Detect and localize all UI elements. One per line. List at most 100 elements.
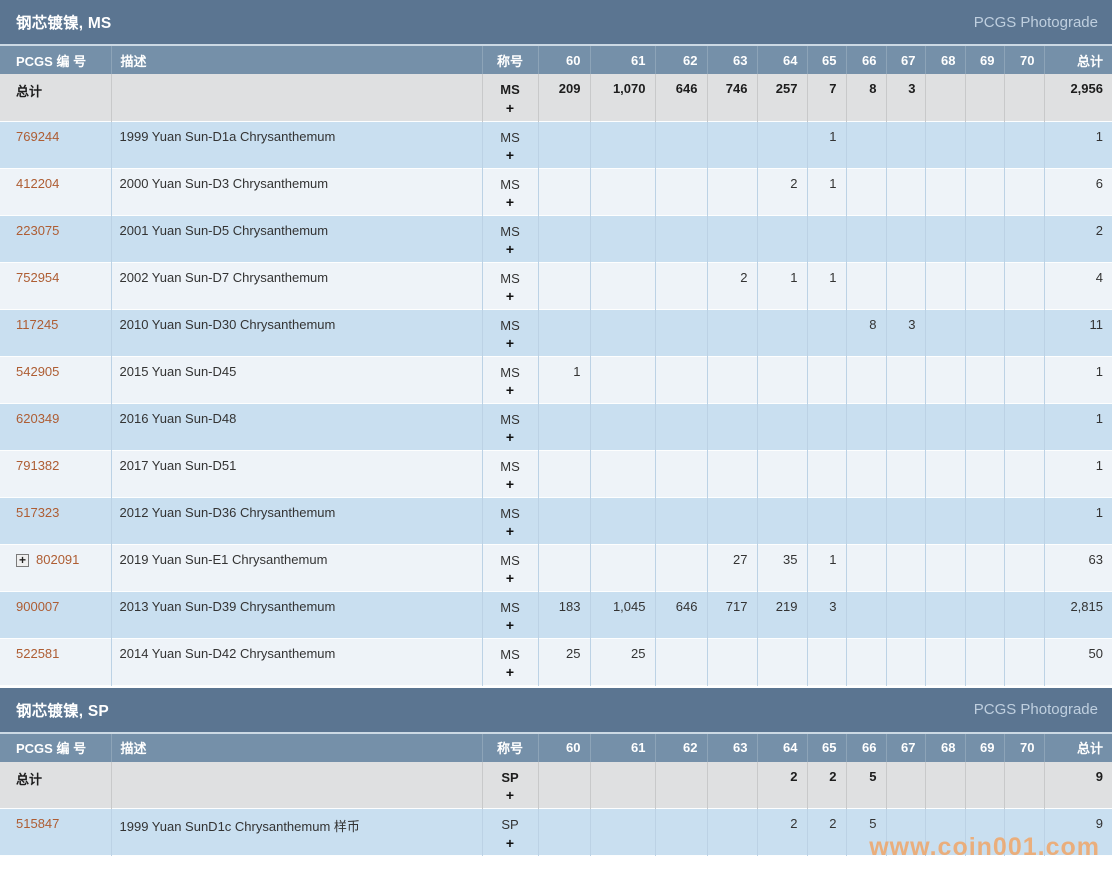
- table-row: 620349 2016 Yuan Sun-D48 MS +1: [0, 403, 1112, 450]
- grade-68-cell: [924, 121, 965, 168]
- grade-63-cell: [706, 356, 757, 403]
- grade-68-cell: [924, 215, 965, 262]
- grade-64-cell: [756, 121, 807, 168]
- column-header-total: 总计: [1043, 44, 1112, 74]
- designation-plus-toggle[interactable]: +: [505, 194, 515, 211]
- grade-66-cell: 8: [845, 74, 886, 121]
- grade-61-cell: 1,070: [589, 74, 655, 121]
- designation-plus-toggle[interactable]: +: [505, 147, 515, 164]
- row-total-cell: 1: [1043, 356, 1112, 403]
- grade-68-cell: [924, 497, 965, 544]
- pcgs-number-link[interactable]: 769244: [16, 128, 60, 144]
- designation-label: MS: [500, 552, 520, 568]
- pcgs-number-link[interactable]: 117245: [16, 316, 59, 332]
- row-total-cell: 1: [1043, 450, 1112, 497]
- designation-plus-toggle[interactable]: +: [505, 523, 515, 540]
- pcgs-number-cell: 620349: [0, 403, 111, 450]
- grade-60-cell: [537, 450, 590, 497]
- designation-label: MS: [500, 411, 520, 427]
- pcgs-number-link[interactable]: 620349: [16, 410, 60, 426]
- grade-65-cell: [806, 450, 846, 497]
- pcgs-number-link[interactable]: 900007: [16, 598, 60, 614]
- designation-cell: MS +: [481, 591, 538, 638]
- designation-cell: MS +: [481, 121, 538, 168]
- grade-64-cell: [756, 403, 807, 450]
- grade-60-cell: 1: [537, 356, 590, 403]
- grade-67-cell: [885, 591, 925, 638]
- pcgs-number-link[interactable]: 522581: [16, 645, 60, 661]
- grade-62-cell: [654, 356, 707, 403]
- expand-plus-icon[interactable]: +: [16, 553, 29, 567]
- table-row: +802091 2019 Yuan Sun-E1 Chrysanthemum MS +…: [0, 544, 1112, 591]
- row-total-cell: 6: [1043, 168, 1112, 215]
- grade-68-cell: [924, 638, 965, 685]
- grade-62-cell: [654, 215, 707, 262]
- pcgs-number-link[interactable]: 752954: [16, 269, 60, 285]
- grade-66-cell: [845, 215, 886, 262]
- designation-plus-toggle[interactable]: +: [505, 288, 515, 305]
- pcgs-number-link[interactable]: 802091: [36, 551, 80, 567]
- grade-64-cell: [756, 638, 807, 685]
- pcgs-number-link[interactable]: 412204: [16, 175, 60, 191]
- designation-label: MS: [500, 364, 520, 380]
- designation-plus-toggle[interactable]: +: [505, 429, 515, 446]
- ms-title-bar: 钢芯镀镍, MS PCGS Photograde: [0, 0, 1112, 44]
- grade-63-cell: [706, 450, 757, 497]
- column-header-63: 63: [706, 731, 757, 762]
- grade-61-cell: [589, 497, 655, 544]
- grade-69-cell: [964, 591, 1004, 638]
- designation-label: MS: [500, 505, 520, 521]
- designation-plus-toggle[interactable]: +: [505, 664, 515, 681]
- column-header-designation: 称号: [481, 44, 538, 74]
- table-row: 791382 2017 Yuan Sun-D51 MS +1: [0, 450, 1112, 497]
- grade-69-cell: [964, 74, 1004, 121]
- grade-60-cell: [537, 121, 590, 168]
- pcgs-number-link[interactable]: 791382: [16, 457, 60, 473]
- grade-67-cell: 3: [885, 74, 925, 121]
- designation-plus-toggle[interactable]: +: [505, 335, 515, 352]
- grade-64-cell: [756, 215, 807, 262]
- grade-63-cell: [706, 808, 757, 856]
- grade-64-cell: 1: [756, 262, 807, 309]
- table-row: 752954 2002 Yuan Sun-D7 Chrysanthemum MS +2…: [0, 262, 1112, 309]
- designation-plus-toggle[interactable]: +: [505, 476, 515, 493]
- pcgs-number-cell: 791382: [0, 450, 111, 497]
- grade-62-cell: [654, 761, 707, 809]
- designation-plus-toggle[interactable]: +: [505, 382, 515, 399]
- grade-67-cell: [885, 497, 925, 544]
- row-total-cell: 2,956: [1043, 74, 1112, 121]
- pcgs-number-link[interactable]: 515847: [16, 816, 60, 831]
- photograde-link[interactable]: PCGS Photograde: [973, 13, 1098, 31]
- grade-60-cell: 183: [537, 591, 590, 638]
- grade-63-cell: 746: [706, 74, 757, 121]
- column-header-66: 66: [845, 731, 886, 762]
- photograde-link[interactable]: PCGS Photograde: [973, 701, 1098, 718]
- row-total-cell: 63: [1043, 544, 1112, 591]
- designation-plus-toggle[interactable]: +: [505, 99, 515, 116]
- designation-plus-toggle[interactable]: +: [505, 241, 515, 258]
- designation-plus-toggle[interactable]: +: [505, 834, 515, 851]
- designation-label: MS: [500, 176, 520, 192]
- designation-cell: MS +: [481, 168, 538, 215]
- pcgs-number-link[interactable]: 223075: [16, 222, 60, 238]
- grade-64-cell: [756, 450, 807, 497]
- grade-70-cell: [1003, 356, 1044, 403]
- table-title: 钢芯镀镍, SP: [16, 702, 109, 720]
- pcgs-number-cell: 515847: [0, 808, 111, 856]
- table-title: 钢芯镀镍, MS: [16, 15, 112, 32]
- pcgs-number-link[interactable]: 542905: [16, 363, 60, 379]
- designation-cell: MS +: [481, 638, 538, 685]
- grade-65-cell: [806, 309, 846, 356]
- designation-plus-toggle[interactable]: +: [505, 617, 515, 634]
- grade-68-cell: [924, 591, 965, 638]
- grade-64-cell: 2: [756, 168, 807, 215]
- grade-63-cell: [706, 497, 757, 544]
- designation-plus-toggle[interactable]: +: [505, 787, 515, 804]
- pcgs-number-link[interactable]: 517323: [16, 504, 60, 520]
- table-row: 517323 2012 Yuan Sun-D36 Chrysanthemum MS +…: [0, 497, 1112, 544]
- designation-plus-toggle[interactable]: +: [505, 570, 515, 587]
- grade-62-cell: [654, 121, 707, 168]
- grade-61-cell: [589, 808, 655, 856]
- column-header-63: 63: [706, 44, 757, 74]
- description-cell: 2001 Yuan Sun-D5 Chrysanthemum: [110, 215, 482, 262]
